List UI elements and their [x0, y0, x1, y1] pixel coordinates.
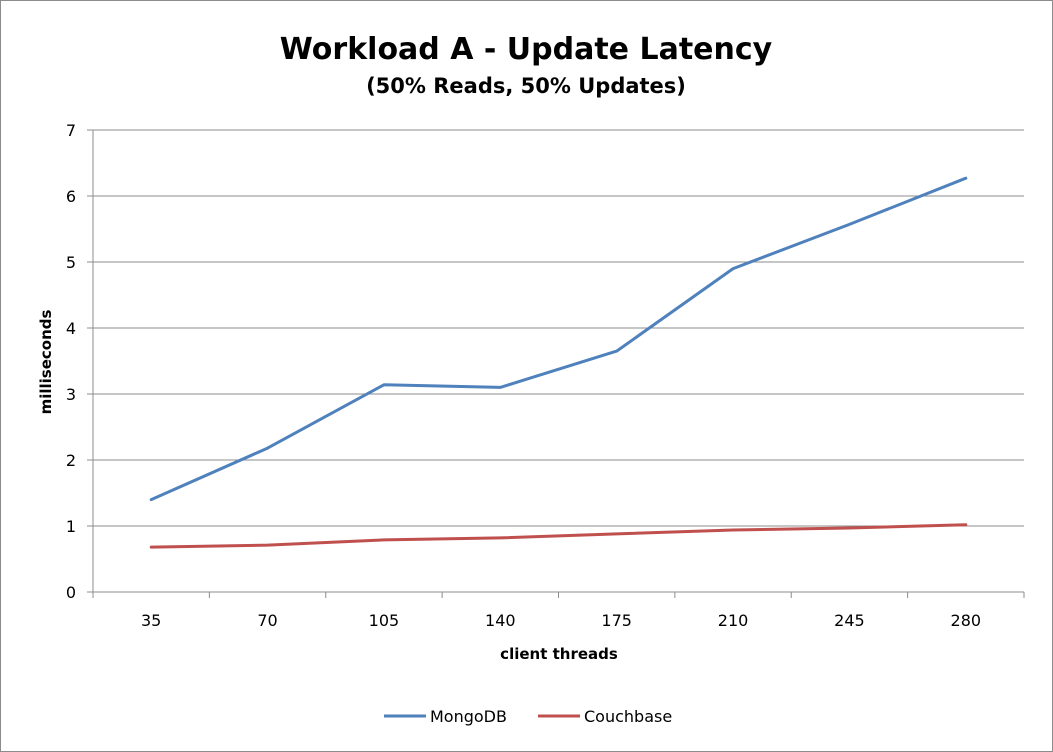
x-tick-label: 210	[718, 611, 749, 630]
x-tick-label: 140	[485, 611, 516, 630]
x-axis-ticks: 35 70 105 140 175 210 245 280	[92, 592, 1025, 630]
x-axis-title: client threads	[500, 645, 618, 663]
y-tick-label: 1	[66, 517, 76, 536]
x-tick-label: 280	[951, 611, 982, 630]
y-tick-label: 3	[66, 385, 76, 404]
x-tick-label: 245	[834, 611, 865, 630]
series-lines	[149, 176, 968, 549]
axes	[92, 130, 1024, 593]
y-axis-ticks: 0 1 2 3 4 5 6 7	[66, 121, 93, 602]
chart-title: Workload A - Update Latency	[280, 32, 773, 67]
x-tick-label: 70	[257, 611, 277, 630]
legend-item-mongodb: MongoDB	[384, 707, 507, 726]
x-tick-label: 105	[369, 611, 400, 630]
legend-label: Couchbase	[584, 707, 672, 726]
gridlines	[93, 129, 1024, 527]
series-line-mongodb	[149, 176, 968, 502]
y-tick-label: 6	[66, 187, 76, 206]
legend-item-couchbase: Couchbase	[538, 707, 672, 726]
y-tick-label: 7	[66, 121, 76, 140]
chart-subtitle: (50% Reads, 50% Updates)	[366, 74, 686, 98]
y-tick-label: 4	[66, 319, 76, 338]
y-tick-label: 2	[66, 451, 76, 470]
y-tick-label: 5	[66, 253, 76, 272]
y-axis-title: milliseconds	[37, 310, 55, 415]
legend-label: MongoDB	[430, 707, 507, 726]
series-line-couchbase	[149, 523, 968, 549]
y-tick-label: 0	[66, 583, 76, 602]
x-tick-label: 175	[601, 611, 632, 630]
x-tick-label: 35	[141, 611, 161, 630]
legend: MongoDB Couchbase	[384, 707, 672, 726]
